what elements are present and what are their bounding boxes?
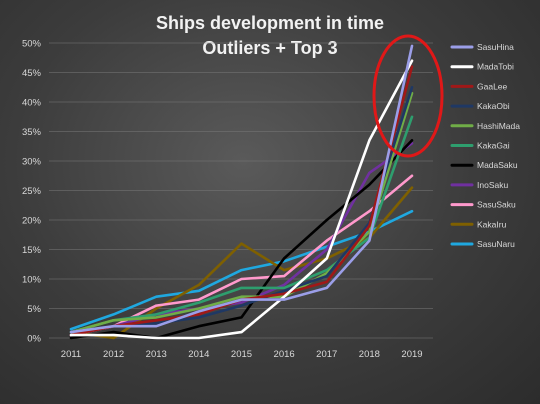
gridlines: [49, 42, 433, 339]
x-tick-label: 2018: [359, 349, 380, 360]
y-tick-label: 0%: [27, 334, 41, 345]
series-line-sasuhina: [69, 44, 414, 334]
highlight-ellipse: [372, 34, 444, 158]
x-tick-label: 2013: [146, 349, 167, 360]
legend: SasuHina MadaTobi GaaLee KakaObi HashiMada Ka…: [450, 42, 520, 249]
y-axis-ticks: 0% 5% 10% 15% 20% 25% 30% 35% 40% 45% 50%: [22, 39, 42, 345]
legend-label: MadaSaku: [477, 160, 518, 170]
legend-label: InoSaku: [477, 180, 508, 190]
y-tick-label: 35%: [22, 127, 42, 138]
series-line-kakaobi: [69, 86, 414, 334]
legend-label: KakaObi: [477, 101, 510, 111]
x-tick-label: 2011: [61, 349, 81, 360]
y-tick-label: 5%: [27, 304, 41, 315]
legend-label: GaaLee: [477, 81, 508, 91]
x-tick-label: 2012: [103, 349, 124, 360]
y-tick-label: 45%: [22, 68, 42, 79]
y-tick-label: 10%: [22, 275, 42, 286]
x-tick-label: 2015: [231, 349, 252, 360]
legend-label: SasuNaru: [477, 239, 515, 249]
series-line-hashimada: [69, 91, 414, 334]
series-line-gaalee: [69, 65, 414, 337]
y-tick-label: 15%: [22, 245, 42, 256]
x-tick-label: 2017: [316, 349, 337, 360]
highlight-annotation: [372, 34, 444, 158]
x-tick-label: 2014: [188, 349, 209, 360]
legend-label: KakaIru: [477, 219, 507, 229]
series-line-inosaku: [69, 142, 414, 337]
x-axis-ticks: 2011 2012 2013 2014 2015 2016 2017 2018 2019: [61, 349, 423, 360]
x-tick-label: 2016: [274, 349, 295, 360]
series-lines: [69, 44, 414, 340]
y-tick-label: 25%: [22, 186, 42, 197]
y-tick-label: 30%: [22, 157, 42, 168]
y-tick-label: 20%: [22, 216, 42, 227]
legend-label: KakaGai: [477, 141, 510, 151]
x-tick-label: 2019: [401, 349, 422, 360]
series-line-sasunaru: [69, 209, 414, 331]
chart-title: Ships development in time: [156, 13, 384, 33]
legend-label: SasuSaku: [477, 200, 516, 210]
legend-label: SasuHina: [477, 42, 514, 52]
series-line-madatobi: [69, 59, 414, 340]
chart-subtitle: Outliers + Top 3: [202, 38, 337, 58]
series-line-madasaku: [69, 139, 414, 340]
y-tick-label: 50%: [22, 39, 42, 50]
legend-label: MadaTobi: [477, 62, 514, 72]
y-tick-label: 40%: [22, 98, 42, 109]
legend-label: HashiMada: [477, 121, 520, 131]
